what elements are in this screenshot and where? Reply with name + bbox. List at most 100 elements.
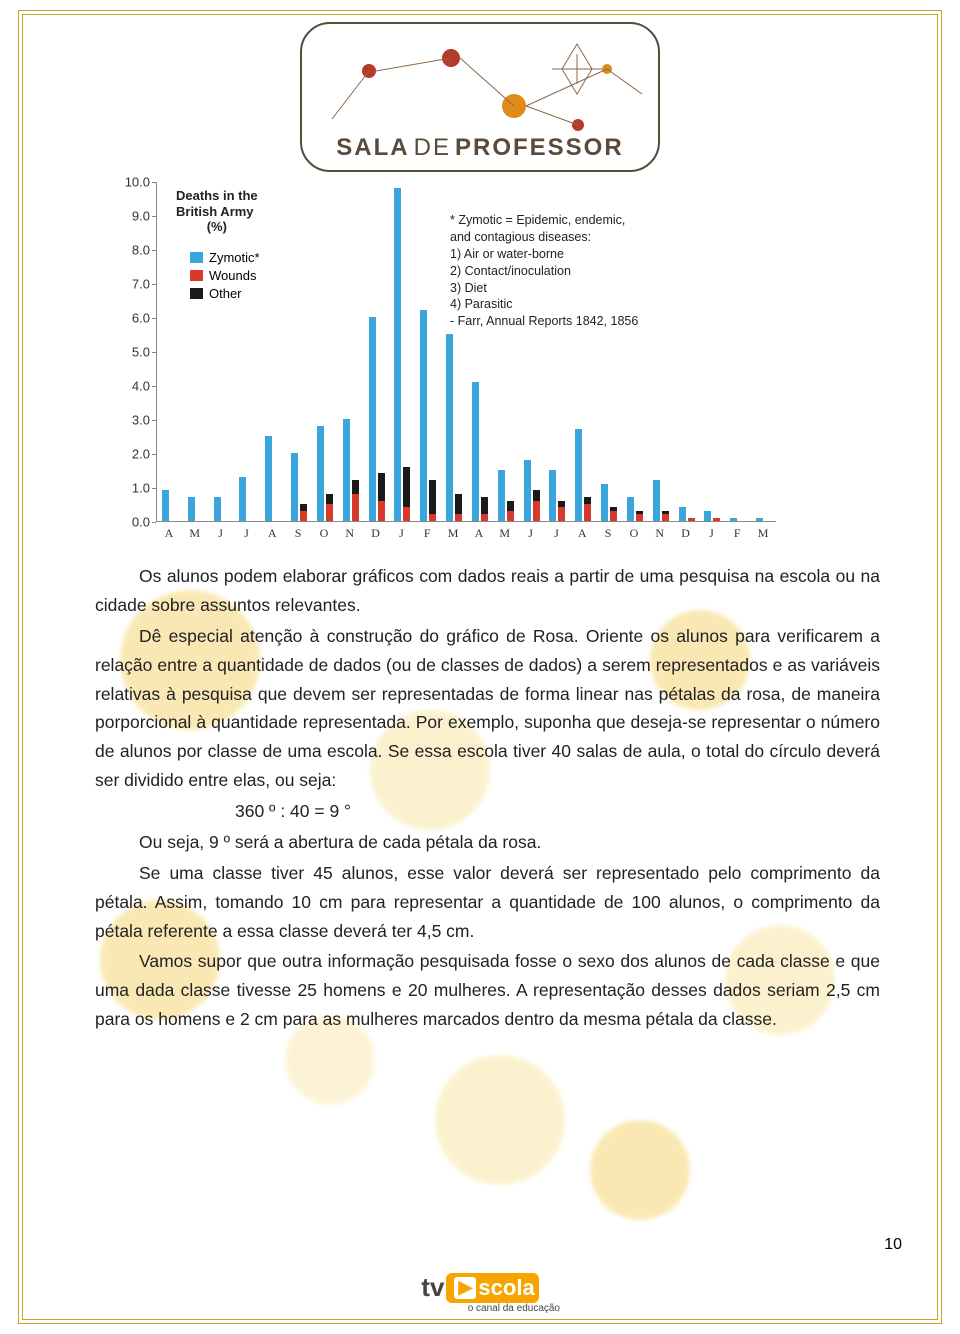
bar-other <box>455 494 462 514</box>
bar-wounds <box>403 507 410 521</box>
chart-title: Deaths in the British Army (%) <box>176 188 258 235</box>
bar-zymotic <box>549 470 556 521</box>
bar-zymotic <box>524 460 531 521</box>
y-tick-mark <box>152 420 156 421</box>
footer-logo: tv ▶ scola o canal da educação <box>0 1272 960 1314</box>
bar-zymotic <box>627 497 634 521</box>
bar-zymotic <box>756 518 763 521</box>
bar-zymotic <box>730 518 737 521</box>
bar-wounds <box>455 514 462 521</box>
bar-zymotic <box>472 382 479 521</box>
bar-wounds <box>429 514 436 521</box>
header-logo: SALADEPROFESSOR <box>40 22 920 172</box>
y-tick-label: 0.0 <box>116 515 150 530</box>
x-tick-label: M <box>758 526 769 541</box>
bar-other <box>378 473 385 500</box>
logo-box: SALADEPROFESSOR <box>300 22 660 172</box>
page-content: SALADEPROFESSOR Deaths in the British Ar… <box>40 16 920 1036</box>
paragraph: Ou seja, 9 º será a abertura de cada pét… <box>95 828 880 857</box>
bar-other <box>662 511 669 514</box>
bar-wounds <box>533 501 540 521</box>
footnote-line: * Zymotic = Epidemic, endemic, <box>450 212 638 229</box>
legend-swatch-icon <box>190 288 203 299</box>
bar-other <box>352 480 359 494</box>
bar-wounds <box>507 511 514 521</box>
legend-item: Other <box>190 286 260 301</box>
paragraph: Vamos supor que outra informação pesquis… <box>95 947 880 1034</box>
bar-other <box>300 504 307 511</box>
bokeh-circle <box>435 1055 565 1185</box>
x-tick-label: D <box>371 526 380 541</box>
y-tick-mark <box>152 352 156 353</box>
y-tick-label: 10.0 <box>116 175 150 190</box>
bar-zymotic <box>704 511 711 521</box>
bar-wounds <box>688 518 695 521</box>
chart-legend: Zymotic* Wounds Other <box>190 250 260 304</box>
legend-label: Wounds <box>209 268 256 283</box>
x-tick-label: D <box>681 526 690 541</box>
bokeh-circle <box>590 1120 690 1220</box>
y-tick-label: 7.0 <box>116 277 150 292</box>
bar-zymotic <box>343 419 350 521</box>
bar-wounds <box>352 494 359 521</box>
chart-footnote: * Zymotic = Epidemic, endemic, and conta… <box>450 212 638 330</box>
bar-other <box>558 501 565 508</box>
bar-other <box>610 507 617 510</box>
bar-wounds <box>378 501 385 521</box>
footer-tagline: o canal da educação <box>400 1303 560 1314</box>
bar-zymotic <box>420 310 427 521</box>
chart-title-line: (%) <box>176 219 258 235</box>
bar-zymotic <box>214 497 221 521</box>
footer-brand-box: ▶ scola <box>446 1273 538 1303</box>
y-tick-mark <box>152 250 156 251</box>
y-tick-mark <box>152 522 156 523</box>
x-tick-label: J <box>709 526 714 541</box>
bar-other <box>636 511 643 514</box>
x-tick-label: M <box>448 526 459 541</box>
bar-other <box>429 480 436 514</box>
legend-item: Wounds <box>190 268 260 283</box>
x-tick-label: O <box>630 526 639 541</box>
bar-other <box>481 497 488 514</box>
footnote-line: 3) Diet <box>450 280 638 297</box>
footer-tv: tv <box>421 1272 444 1303</box>
y-tick-label: 3.0 <box>116 413 150 428</box>
bar-other <box>403 467 410 508</box>
bar-zymotic <box>369 317 376 521</box>
legend-label: Zymotic* <box>209 250 260 265</box>
logo-word-1: SALA <box>336 134 409 161</box>
footnote-line: 4) Parasitic <box>450 296 638 313</box>
x-tick-label: A <box>578 526 587 541</box>
footnote-line: 2) Contact/inoculation <box>450 263 638 280</box>
play-icon: ▶ <box>454 1277 476 1299</box>
bar-zymotic <box>575 429 582 521</box>
chart-title-line: British Army <box>176 204 258 220</box>
x-tick-label: N <box>655 526 664 541</box>
legend-item: Zymotic* <box>190 250 260 265</box>
x-tick-label: S <box>605 526 612 541</box>
deaths-chart: Deaths in the British Army (%) Zymotic* … <box>100 182 800 552</box>
chart-title-line: Deaths in the <box>176 188 258 204</box>
x-tick-label: M <box>499 526 510 541</box>
x-tick-label: A <box>268 526 277 541</box>
legend-swatch-icon <box>190 270 203 281</box>
bar-zymotic <box>162 490 169 521</box>
bar-wounds <box>713 518 720 521</box>
bar-zymotic <box>498 470 505 521</box>
footnote-line: 1) Air or water-borne <box>450 246 638 263</box>
y-tick-label: 2.0 <box>116 447 150 462</box>
x-tick-label: J <box>244 526 249 541</box>
y-tick-label: 4.0 <box>116 379 150 394</box>
footnote-line: - Farr, Annual Reports 1842, 1856 <box>450 313 638 330</box>
logo-word-3: PROFESSOR <box>455 134 624 161</box>
y-tick-mark <box>152 182 156 183</box>
logo-lines-icon <box>302 24 662 134</box>
page-number: 10 <box>884 1236 902 1254</box>
footer-brand: scola <box>478 1275 534 1301</box>
x-tick-label: J <box>399 526 404 541</box>
x-tick-label: A <box>165 526 174 541</box>
legend-swatch-icon <box>190 252 203 263</box>
bar-zymotic <box>679 507 686 521</box>
x-tick-label: F <box>734 526 741 541</box>
x-tick-label: J <box>554 526 559 541</box>
